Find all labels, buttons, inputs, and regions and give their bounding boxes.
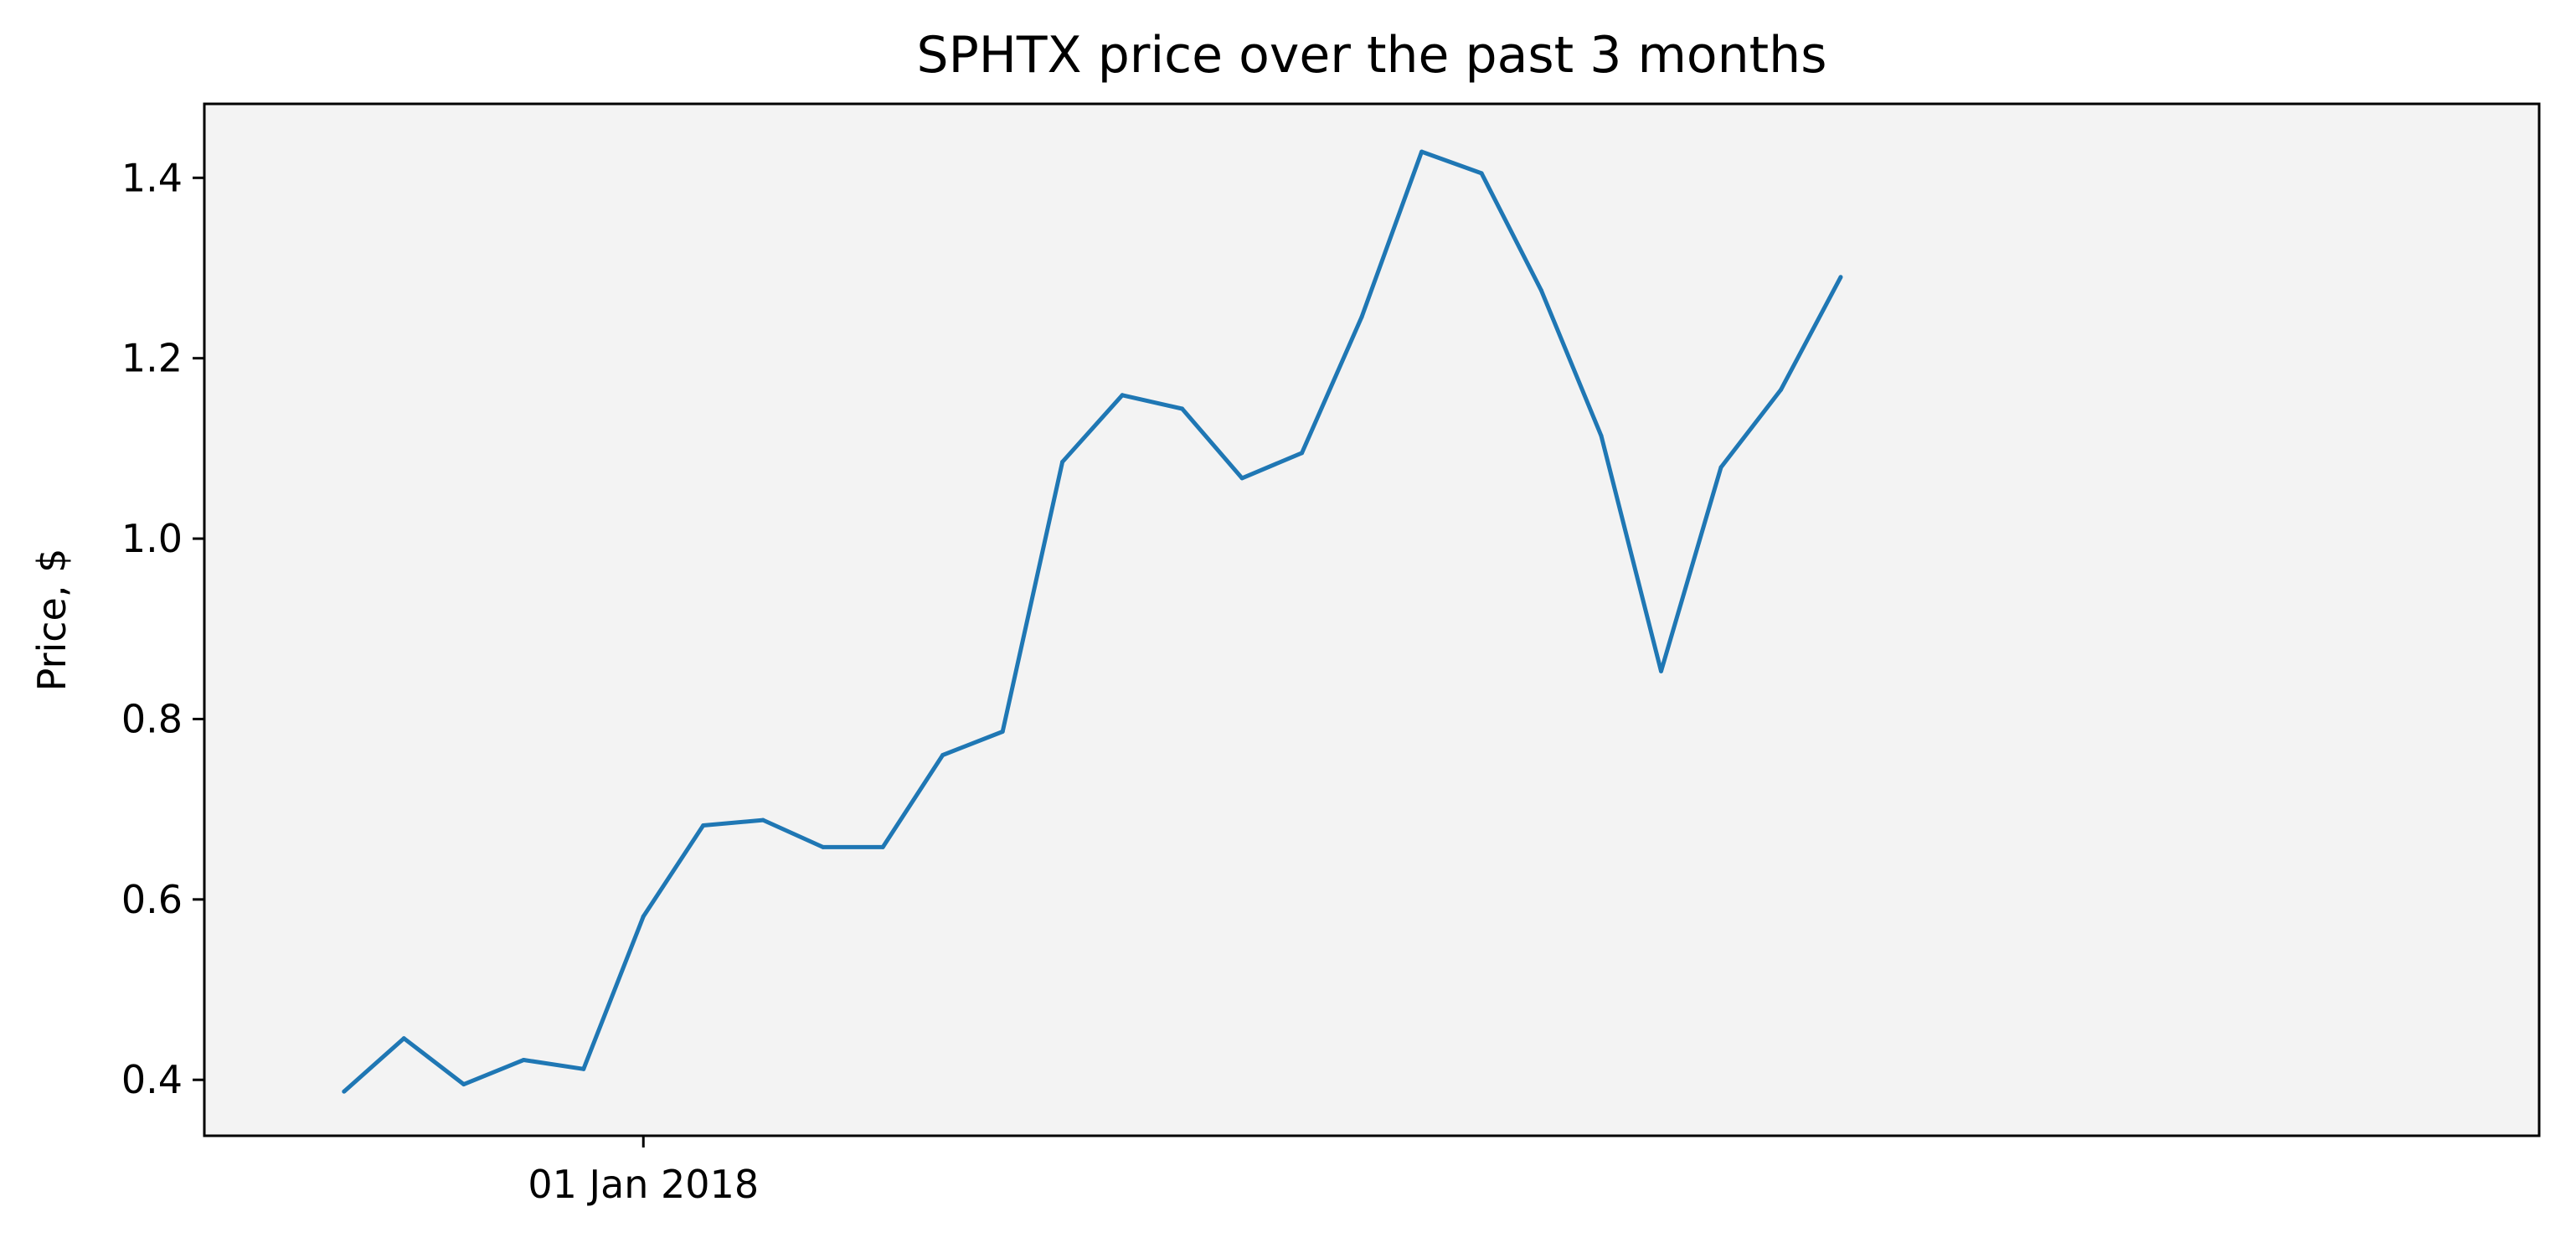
- y-tick-label: 0.6: [121, 877, 183, 922]
- x-tick-label: 01 Jan 2018: [528, 1162, 759, 1207]
- data-point: [1838, 275, 1843, 280]
- data-point: [641, 914, 646, 919]
- data-point: [1479, 171, 1484, 176]
- data-point: [1239, 476, 1244, 481]
- data-point: [1300, 451, 1305, 456]
- y-tick-label: 1.2: [121, 336, 183, 381]
- data-point: [1180, 406, 1185, 411]
- data-point: [401, 1036, 406, 1041]
- y-tick-label: 0.8: [121, 696, 183, 741]
- data-point: [1718, 465, 1723, 470]
- x-axis: 01 Jan 2018: [528, 1136, 759, 1207]
- data-point: [821, 844, 826, 849]
- y-tick-label: 0.4: [121, 1057, 183, 1102]
- chart-title: SPHTX price over the past 3 months: [917, 26, 1827, 85]
- data-point: [1000, 730, 1005, 734]
- data-point: [701, 823, 706, 828]
- series-group: [342, 149, 1843, 1094]
- data-point: [461, 1082, 466, 1087]
- plot-area: [204, 104, 2539, 1136]
- data-point: [1599, 433, 1604, 438]
- series-line-0: [343, 149, 1843, 1094]
- data-point: [342, 1089, 347, 1094]
- data-point: [1120, 393, 1125, 398]
- data-point: [760, 817, 765, 823]
- data-point: [1359, 314, 1364, 319]
- y-axis: 0.4 0.6 0.8 1.0 1.2 1.4: [121, 155, 204, 1102]
- data-point: [1419, 149, 1425, 154]
- data-point: [1539, 288, 1543, 293]
- y-tick-label: 1.0: [121, 516, 183, 561]
- data-point: [940, 753, 945, 757]
- y-axis-label: Price, $: [29, 549, 75, 692]
- plot-frame: [203, 102, 2541, 1137]
- data-point: [581, 1066, 586, 1071]
- data-point: [1659, 668, 1663, 673]
- data-point: [521, 1058, 526, 1062]
- data-point: [1779, 387, 1783, 392]
- data-point: [1060, 460, 1065, 464]
- data-point: [880, 844, 885, 849]
- y-tick-label: 1.4: [121, 155, 183, 200]
